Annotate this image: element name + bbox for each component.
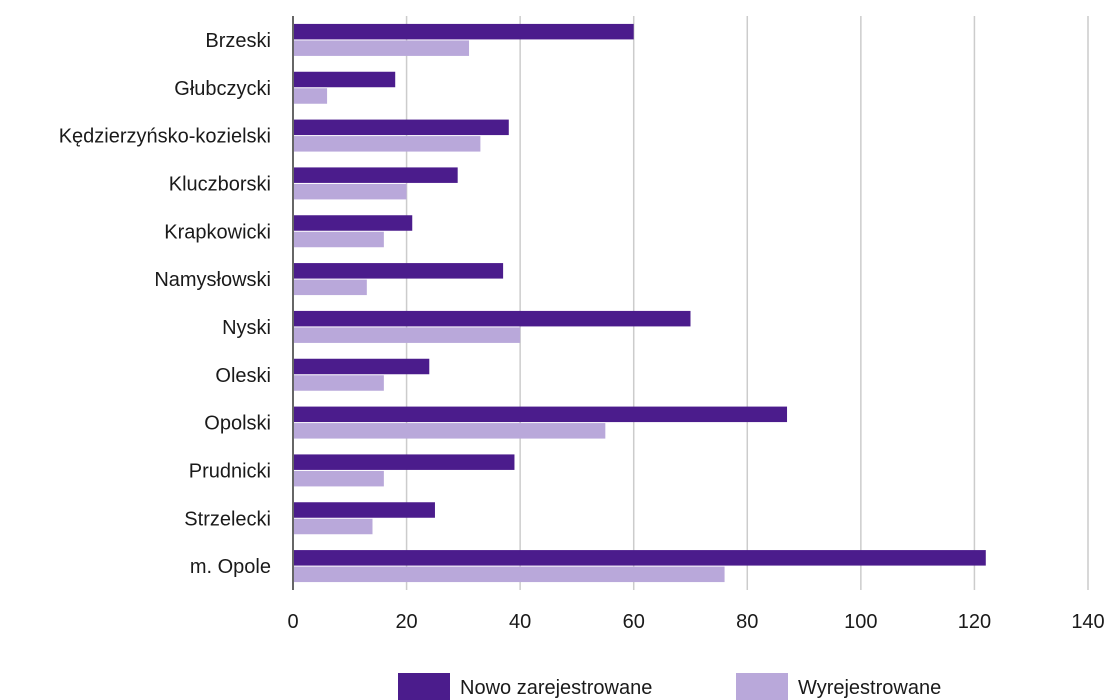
bar-wyrejestrowane <box>294 423 606 439</box>
x-tick-label: 140 <box>1071 611 1104 633</box>
category-label: Prudnicki <box>189 460 271 482</box>
bar-wyrejestrowane <box>294 279 367 296</box>
category-label: Krapkowicki <box>164 221 271 243</box>
category-label: Opolski <box>204 413 271 435</box>
legend-label: Nowo zarejestrowane <box>460 677 652 699</box>
bar-wyrejestrowane <box>294 518 373 535</box>
bar-nowo-zarejestrowane <box>294 167 458 183</box>
x-tick-label: 40 <box>509 611 531 633</box>
bar-nowo-zarejestrowane <box>294 550 986 566</box>
x-tick-label: 60 <box>623 611 645 633</box>
bar-wyrejestrowane <box>294 183 407 200</box>
bar-wyrejestrowane <box>294 375 384 391</box>
bar-wyrejestrowane <box>294 327 521 343</box>
x-tick-label: 20 <box>395 611 417 633</box>
legend-label: Wyrejestrowane <box>798 677 941 699</box>
x-tick-label: 120 <box>958 611 991 633</box>
bar-wyrejestrowane <box>294 470 384 487</box>
bar-wyrejestrowane <box>294 88 328 104</box>
category-label: m. Opole <box>190 556 271 578</box>
bar-wyrejestrowane <box>294 566 725 583</box>
bar-nowo-zarejestrowane <box>294 215 413 231</box>
legend-swatch <box>736 673 788 700</box>
bar-nowo-zarejestrowane <box>294 406 788 423</box>
bar-nowo-zarejestrowane <box>294 358 430 375</box>
category-label: Głubczycki <box>174 78 271 100</box>
bar-wyrejestrowane <box>294 40 470 56</box>
category-label: Strzelecki <box>184 508 271 530</box>
bar-wyrejestrowane <box>294 231 384 248</box>
bar-nowo-zarejestrowane <box>294 310 691 327</box>
legend-swatch <box>398 673 450 700</box>
bar-wyrejestrowane <box>294 136 481 152</box>
category-label: Namysłowski <box>154 269 271 291</box>
legend: Nowo zarejestrowane Wyrejestrowane <box>398 673 941 700</box>
category-label: Brzeski <box>205 30 271 52</box>
x-tick-label: 80 <box>736 611 758 633</box>
category-labels: Brzeski Głubczycki Kędzierzyńsko-kozielski… <box>59 30 271 578</box>
bar-nowo-zarejestrowane <box>294 71 396 88</box>
category-label: Oleski <box>215 365 271 387</box>
bar-nowo-zarejestrowane <box>294 119 509 136</box>
bars <box>294 23 986 583</box>
category-label: Kędzierzyńsko-kozielski <box>59 126 271 148</box>
category-label: Kluczborski <box>169 173 271 195</box>
x-tick-label: 0 <box>287 611 298 633</box>
category-label: Nyski <box>222 317 271 339</box>
bar-nowo-zarejestrowane <box>294 502 435 518</box>
bar-nowo-zarejestrowane <box>294 263 504 279</box>
x-tick-labels: 0 20 40 60 80 100 120 140 <box>287 611 1104 633</box>
bar-nowo-zarejestrowane <box>294 454 515 470</box>
bar-nowo-zarejestrowane <box>294 23 634 40</box>
x-tick-label: 100 <box>844 611 877 633</box>
gridlines <box>405 16 1089 590</box>
